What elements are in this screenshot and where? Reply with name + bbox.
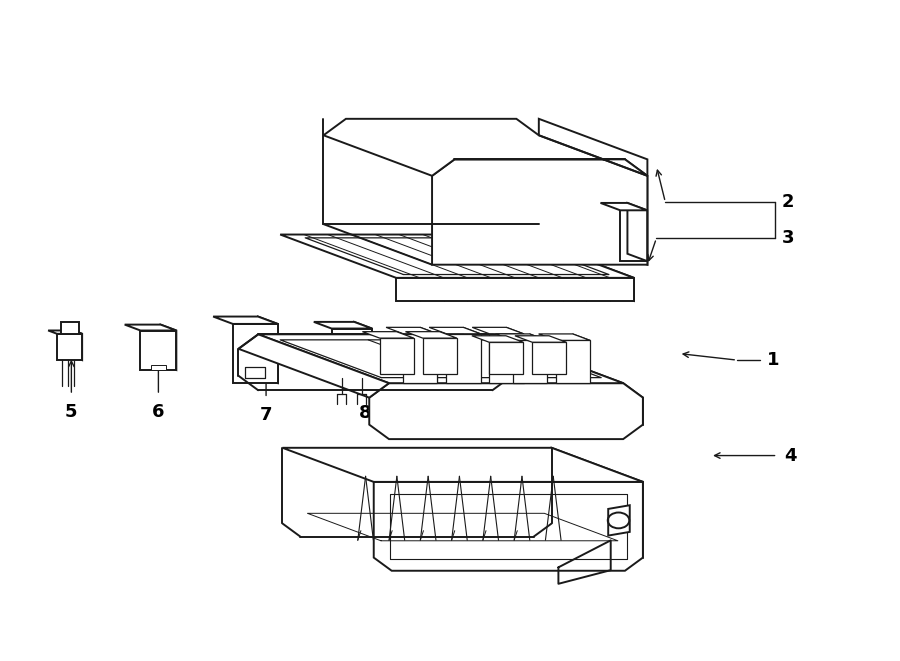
Text: 1: 1: [767, 351, 779, 369]
Polygon shape: [60, 322, 78, 334]
Polygon shape: [432, 159, 647, 264]
Polygon shape: [363, 332, 414, 338]
Polygon shape: [403, 334, 437, 383]
Polygon shape: [397, 332, 414, 374]
Text: 7: 7: [260, 407, 273, 424]
Polygon shape: [627, 203, 647, 261]
Polygon shape: [608, 505, 630, 535]
Polygon shape: [396, 278, 634, 301]
Polygon shape: [238, 334, 389, 398]
Polygon shape: [552, 447, 643, 558]
Polygon shape: [48, 330, 82, 334]
Polygon shape: [429, 327, 481, 334]
Text: 6: 6: [152, 403, 165, 421]
Text: 8: 8: [358, 405, 371, 422]
Polygon shape: [512, 349, 643, 424]
Polygon shape: [331, 329, 372, 378]
Polygon shape: [386, 327, 437, 334]
Polygon shape: [439, 332, 457, 374]
Polygon shape: [496, 334, 547, 340]
Polygon shape: [374, 482, 643, 570]
Polygon shape: [464, 327, 481, 383]
Polygon shape: [283, 447, 643, 482]
Polygon shape: [513, 340, 547, 383]
Polygon shape: [472, 327, 524, 334]
Polygon shape: [472, 336, 523, 342]
Polygon shape: [518, 235, 634, 301]
Polygon shape: [213, 317, 278, 324]
Polygon shape: [355, 322, 372, 378]
Polygon shape: [529, 334, 547, 383]
Polygon shape: [420, 327, 437, 383]
Polygon shape: [506, 336, 523, 374]
Polygon shape: [446, 334, 481, 383]
Polygon shape: [532, 342, 566, 374]
Polygon shape: [620, 210, 647, 261]
Polygon shape: [406, 332, 457, 338]
Polygon shape: [73, 330, 82, 360]
Polygon shape: [258, 317, 278, 383]
Text: 4: 4: [785, 447, 797, 465]
Polygon shape: [556, 340, 590, 383]
Polygon shape: [258, 334, 623, 383]
Polygon shape: [323, 119, 647, 176]
Polygon shape: [492, 334, 643, 398]
Polygon shape: [507, 327, 524, 383]
Polygon shape: [490, 334, 524, 383]
Polygon shape: [140, 330, 176, 370]
Polygon shape: [380, 338, 414, 374]
Text: 5: 5: [65, 403, 77, 421]
Polygon shape: [125, 325, 176, 330]
Polygon shape: [600, 203, 647, 210]
Polygon shape: [539, 119, 647, 264]
Polygon shape: [572, 334, 590, 383]
Polygon shape: [233, 324, 278, 383]
Polygon shape: [515, 336, 566, 342]
Polygon shape: [423, 338, 457, 374]
Polygon shape: [57, 334, 82, 360]
Polygon shape: [538, 334, 590, 340]
Polygon shape: [369, 383, 643, 439]
Polygon shape: [489, 342, 523, 374]
Polygon shape: [280, 235, 634, 278]
Text: 2: 2: [782, 193, 795, 211]
Polygon shape: [314, 322, 372, 329]
Polygon shape: [151, 366, 166, 370]
Polygon shape: [160, 325, 176, 370]
Polygon shape: [549, 336, 566, 374]
Text: 3: 3: [782, 229, 795, 247]
